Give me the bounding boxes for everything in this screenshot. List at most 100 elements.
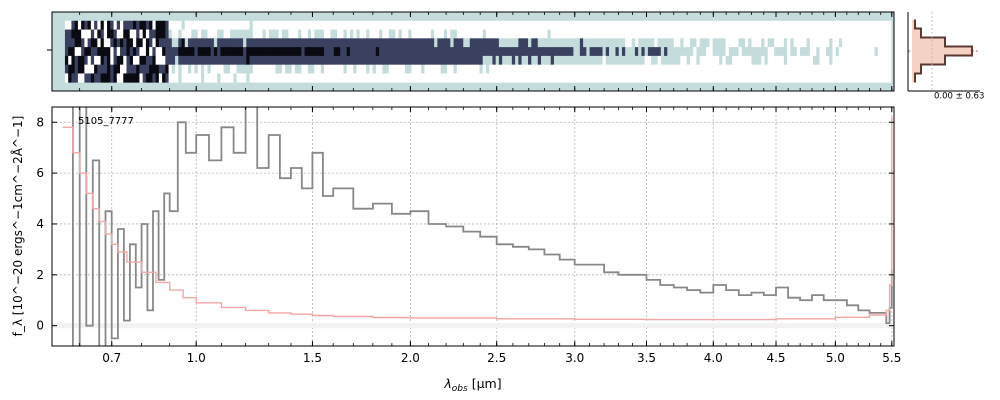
heatmap-cell	[502, 55, 506, 66]
heatmap-cell	[541, 38, 545, 48]
heatmap-cell	[787, 29, 791, 39]
heatmap-cell	[191, 29, 196, 39]
heatmap-cell	[100, 38, 105, 48]
heatmap-cell	[424, 29, 429, 39]
heatmap-cell	[735, 73, 740, 83]
heatmap-cell	[168, 47, 173, 57]
heatmap-cell	[618, 64, 623, 74]
heatmap-cell	[761, 55, 766, 66]
heatmap-cell	[120, 55, 124, 66]
heatmap-cell	[349, 20, 354, 30]
heatmap-cell	[110, 73, 115, 83]
heatmap-cell	[74, 55, 79, 66]
heatmap-cell	[770, 47, 775, 57]
heatmap-cell	[725, 38, 730, 48]
heatmap-cell	[702, 20, 707, 30]
heatmap-cell	[754, 55, 759, 66]
heatmap-cell	[673, 38, 678, 48]
heatmap-cell	[754, 64, 759, 74]
heatmap-cell	[168, 29, 173, 39]
heatmap-cell	[408, 73, 413, 83]
heatmap-cell	[379, 29, 383, 39]
heatmap-cell	[90, 47, 95, 57]
heatmap-cell	[845, 73, 850, 83]
heatmap-cell	[884, 73, 889, 83]
heatmap-cell	[874, 73, 879, 83]
heatmap-cell	[696, 47, 701, 57]
heatmap-cell	[204, 64, 209, 74]
heatmap-cell	[544, 38, 549, 48]
heatmap-cell	[272, 73, 277, 83]
heatmap-cell	[722, 55, 727, 66]
heatmap-cell	[349, 38, 354, 48]
heatmap-cell	[142, 64, 147, 74]
heatmap-cell	[599, 38, 604, 48]
heatmap-cell	[382, 29, 387, 39]
heatmap-cell	[592, 55, 597, 66]
heatmap-cell	[566, 47, 571, 57]
heatmap-cell	[605, 64, 610, 74]
heatmap-cell	[84, 73, 89, 83]
heatmap-cell	[375, 55, 380, 66]
heatmap-cell	[800, 73, 804, 83]
heatmap-cell	[787, 38, 791, 48]
heatmap-cell	[881, 20, 885, 30]
heatmap-cell	[858, 55, 863, 66]
heatmap-cell	[359, 47, 364, 57]
heatmap-cell	[246, 29, 251, 39]
heatmap-cell	[408, 38, 413, 48]
heatmap-cell	[621, 73, 626, 83]
heatmap-cell	[139, 29, 144, 39]
heatmap-cell	[741, 29, 746, 39]
heatmap-cell	[152, 55, 157, 66]
heatmap-cell	[145, 47, 150, 57]
heatmap-cell	[476, 55, 481, 66]
heatmap-cell	[463, 29, 468, 39]
heatmap-cell	[207, 29, 212, 39]
heatmap-cell	[155, 29, 160, 39]
heatmap-cell	[524, 47, 529, 57]
heatmap-cell	[427, 73, 432, 83]
heatmap-cell	[324, 20, 328, 30]
heatmap-cell	[848, 29, 853, 39]
heatmap-cell	[803, 38, 808, 48]
heatmap-cell	[508, 47, 513, 57]
heatmap-cell	[304, 38, 309, 48]
heatmap-cell	[547, 64, 552, 74]
heatmap-cell	[252, 73, 257, 83]
heatmap-cell	[194, 29, 199, 39]
heatmap-cell	[647, 20, 652, 30]
heatmap-cell	[816, 55, 821, 66]
heatmap-cell	[864, 73, 869, 83]
heatmap-cell	[90, 20, 95, 30]
heatmap-cell	[754, 73, 759, 83]
heatmap-cell	[553, 29, 558, 39]
heatmap-cell	[654, 55, 659, 66]
heatmap-cell	[404, 73, 409, 83]
heatmap-cell	[414, 73, 419, 83]
x-tick-label: 1.5	[303, 351, 322, 365]
heatmap-cell	[450, 73, 455, 83]
heatmap-cell	[832, 55, 837, 66]
heatmap-cell	[498, 29, 503, 39]
heatmap-cell	[181, 29, 186, 39]
heatmap-cell	[838, 20, 843, 30]
heatmap-cell	[479, 29, 484, 39]
heatmap-cell	[440, 20, 445, 30]
heatmap-cell	[456, 38, 461, 48]
heatmap-cell	[706, 29, 711, 39]
heatmap-cell	[320, 73, 325, 83]
heatmap-cell	[414, 55, 419, 66]
heatmap-cell	[340, 38, 345, 48]
heatmap-cell	[764, 64, 769, 74]
heatmap-cell	[871, 73, 876, 83]
heatmap-cell	[398, 29, 403, 39]
heatmap-cell	[871, 47, 876, 57]
heatmap-cell	[884, 47, 889, 57]
heatmap-cell	[819, 29, 824, 39]
heatmap-cell	[621, 64, 626, 74]
heatmap-cell	[434, 20, 438, 30]
heatmap-cell	[304, 47, 309, 57]
heatmap-cell	[230, 38, 234, 48]
heatmap-cell	[81, 47, 85, 57]
